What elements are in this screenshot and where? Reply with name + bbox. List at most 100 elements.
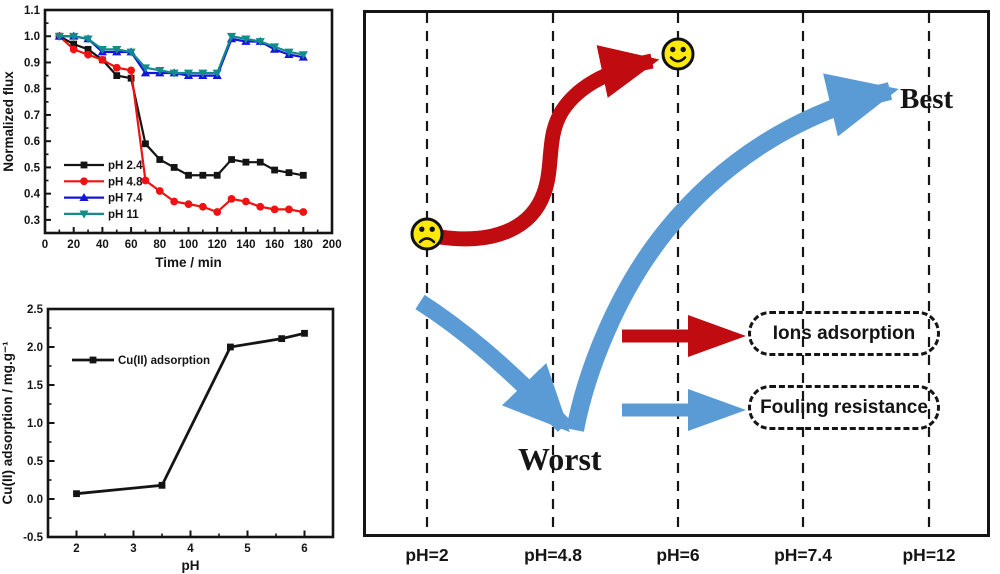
legend-entry-label: pH 4.8 [108, 176, 143, 188]
legend-entry-label: pH 2.4 [108, 160, 143, 172]
x-tick-label: 60 [125, 239, 138, 251]
data-point-marker [299, 171, 307, 179]
x-tick-label: 100 [179, 239, 198, 251]
data-point-marker [84, 50, 92, 59]
data-point-marker [198, 69, 208, 78]
data-point-marker [169, 69, 179, 78]
fouling-resistance-arrow-icon [622, 389, 746, 431]
ph-axis-label-6: pH=6 [656, 545, 700, 565]
data-point-marker [185, 171, 192, 179]
worst-label: Worst [518, 441, 602, 477]
y-tick-label: 1.1 [24, 5, 41, 17]
data-point-marker [278, 335, 286, 343]
chart-legend: pH 2.4 pH 4.8 pH 7.4 pH 11 [64, 160, 143, 221]
y-axis-label: Cu(II) adsorption / mg.g⁻¹ [0, 341, 15, 505]
ph-axis-label-2: pH=2 [405, 545, 449, 565]
data-point-marker [113, 72, 121, 79]
data-point-marker [126, 48, 136, 57]
data-point-marker [97, 45, 107, 54]
ph-axis-label-7-4: pH=7.4 [774, 545, 832, 565]
x-tick-label: 3 [130, 543, 136, 555]
x-tick-label: 5 [244, 543, 251, 555]
adsorption-chart: 2 3 4 5 6 -0.5 0.0 0.5 1.0 1.5 2.0 2.5 pH Cu(II) adso… [0, 304, 335, 573]
x-tick-label: 120 [208, 239, 227, 251]
y-tick-label: 0.4 [24, 189, 41, 201]
flux-chart: 0 20 40 60 80 100 120 140 160 180 200 0.3 0.4 0.5 0.6 0… [1, 5, 342, 270]
data-point-marker [80, 177, 88, 186]
data-point-marker [255, 38, 265, 47]
y-tick-label: 1.0 [27, 418, 43, 430]
data-point-marker [83, 35, 93, 44]
data-point-marker [270, 43, 280, 52]
data-point-marker [73, 490, 80, 498]
fouling-resistance-tag: Fouling resistance [748, 385, 940, 430]
y-tick-label: 1.0 [24, 31, 40, 43]
data-point-marker [256, 202, 265, 211]
data-point-marker [112, 63, 121, 72]
x-tick-label: 40 [96, 239, 109, 251]
data-point-marker [69, 32, 79, 41]
data-point-marker [184, 200, 193, 209]
y-tick-label: 0.8 [24, 84, 41, 96]
y-tick-label: 1.5 [27, 380, 44, 392]
data-point-marker [142, 140, 149, 148]
data-point-marker [285, 205, 293, 214]
data-point-marker [155, 187, 164, 195]
y-tick-label: 0.6 [24, 136, 40, 148]
ions-adsorption-arrow-icon [622, 315, 746, 357]
data-point-marker [70, 40, 78, 48]
data-point-marker [198, 202, 207, 211]
data-point-marker [140, 64, 151, 73]
data-point-marker [285, 169, 293, 177]
plot-frame [46, 307, 335, 539]
series-ph-11 [54, 32, 308, 78]
x-tick-label: 200 [322, 239, 341, 251]
data-point-marker [228, 156, 235, 163]
data-point-marker [98, 55, 107, 64]
data-point-marker [79, 193, 89, 201]
legend-entry-label: pH 7.4 [108, 193, 143, 205]
data-point-marker [226, 32, 237, 41]
data-point-marker [141, 176, 150, 185]
ph-diagram-overlay [410, 13, 931, 534]
data-point-marker [212, 69, 222, 78]
data-point-marker [112, 45, 122, 54]
blue-ascending-arrow [566, 73, 899, 432]
data-point-marker [158, 481, 166, 489]
data-point-marker [127, 66, 135, 75]
x-tick-label: 20 [67, 239, 80, 251]
series-ph-2-4 [55, 32, 307, 179]
ph-axis-label-4-8: pH=4.8 [524, 545, 582, 565]
y-tick-label: -0.5 [23, 532, 43, 544]
x-tick-label: 4 [187, 543, 194, 555]
series-cu-ii-adsorption [73, 329, 308, 498]
data-point-marker [80, 161, 88, 169]
data-point-marker [156, 156, 164, 163]
data-point-marker [69, 45, 78, 54]
data-point-marker [213, 208, 222, 216]
chart-axes [43, 8, 334, 235]
x-tick-label: 140 [236, 239, 255, 251]
data-point-marker [140, 68, 151, 77]
data-point-marker [270, 205, 279, 214]
y-tick-label: 0.0 [27, 494, 43, 506]
x-tick-label: 6 [301, 543, 307, 555]
x-tick-label: 2 [73, 543, 79, 555]
data-point-marker [242, 197, 250, 206]
data-point-marker [242, 158, 250, 166]
data-point-marker [298, 51, 308, 60]
y-tick-label: 0.3 [24, 215, 40, 227]
legend-entry-label: pH 11 [108, 209, 139, 221]
ions-adsorption-tag-label: Ions adsorption [772, 322, 916, 344]
chart-legend: Cu(II) adsorption [72, 355, 210, 367]
y-tick-label: 0.9 [24, 57, 40, 69]
chart-axes [46, 307, 335, 539]
data-point-marker [170, 197, 179, 206]
x-tick-label: 0 [42, 239, 48, 251]
ph-axis-label-12: pH=12 [902, 545, 956, 565]
data-point-marker [301, 329, 308, 337]
y-tick-label: 0.7 [24, 110, 40, 122]
fouling-resistance-tag-label: Fouling resistance [760, 396, 928, 418]
flux-chart-panel: 0 20 40 60 80 100 120 140 160 180 200 0.3 0.4 0.5 0.6 0… [0, 0, 350, 280]
y-axis-label: Normalized flux [1, 71, 16, 172]
